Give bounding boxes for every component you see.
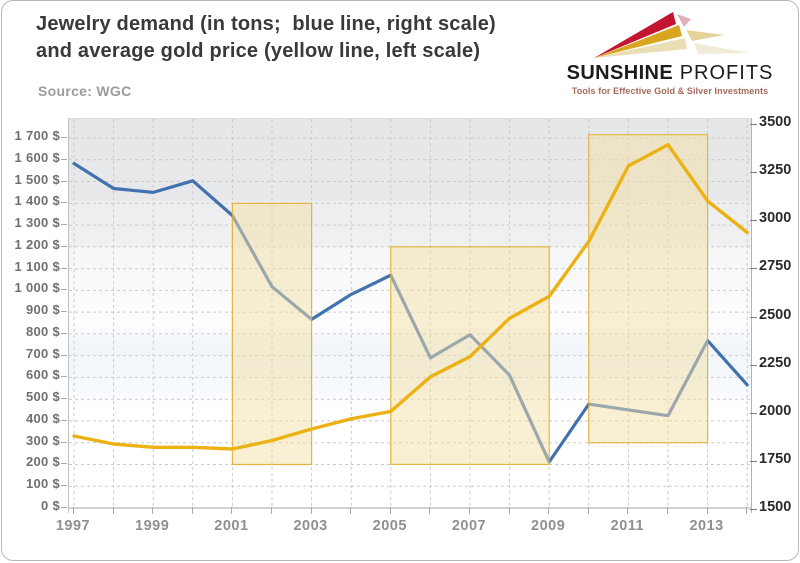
left-axis-tick	[61, 289, 67, 291]
x-axis-tick	[667, 507, 668, 514]
left-axis-tick	[61, 180, 67, 182]
x-axis-tick	[152, 507, 154, 514]
left-axis-tick	[61, 224, 67, 226]
x-axis-tick	[429, 507, 431, 514]
x-axis-tick-label: 1999	[135, 518, 170, 534]
sunshine-profits-logo: SUNSHINE PROFITS Tools for Effective Gol…	[560, 4, 780, 104]
right-axis-tick-label: 1500	[759, 499, 792, 515]
right-axis-tick	[750, 460, 757, 462]
left-axis-tick	[61, 311, 67, 313]
brand-profits: PROFITS	[673, 62, 774, 84]
right-axis-tick	[750, 316, 757, 318]
left-axis-tick-label: 300 $	[25, 432, 60, 448]
left-axis-tick	[61, 463, 67, 465]
left-axis-tick	[61, 158, 67, 160]
left-axis-tick	[61, 354, 67, 356]
right-axis-tick-label: 3250	[759, 162, 792, 179]
highlight-band	[231, 202, 313, 466]
x-axis-tick	[548, 507, 550, 514]
left-axis-tick-label: 1 100 $	[14, 258, 60, 274]
x-axis-tick-label: 2007	[451, 518, 487, 534]
left-axis-tick-label: 100 $	[25, 476, 60, 492]
right-axis-tick-label: 2500	[759, 306, 792, 323]
left-axis-tick	[61, 245, 67, 247]
left-axis-tick-label: 600 $	[25, 367, 60, 383]
x-axis-tick-label: 2005	[372, 518, 407, 534]
right-axis-tick	[750, 509, 757, 510]
left-axis-tick	[61, 202, 67, 204]
left-axis-tick-label: 700 $	[25, 345, 60, 361]
title-line-1: Jewelry demand (in tons; blue line, righ…	[36, 13, 496, 35]
right-axis-tick	[750, 220, 757, 222]
x-axis-tick	[73, 507, 74, 514]
left-axis-tick	[61, 376, 67, 378]
left-axis-tick-label: 1 500 $	[14, 171, 60, 187]
x-axis-tick-label: 2001	[214, 518, 249, 534]
left-axis-tick	[61, 419, 67, 421]
left-axis-tick-label: 400 $	[25, 410, 60, 426]
left-axis-tick-label: 900 $	[25, 302, 60, 318]
x-axis-tick	[587, 507, 589, 514]
left-axis-tick	[61, 441, 67, 443]
x-axis-tick	[310, 507, 312, 514]
x-axis-tick	[112, 507, 114, 514]
x-axis-tick	[231, 507, 233, 514]
brand-name: SUNSHINE PROFITS	[560, 62, 780, 85]
gold-price-line	[72, 143, 749, 451]
x-axis-tick	[627, 507, 629, 514]
plot-svg	[69, 119, 751, 509]
x-axis-tick	[469, 507, 470, 514]
right-axis-tick-label: 2250	[759, 354, 792, 371]
x-axis-tick-label: 2011	[610, 518, 645, 534]
left-axis-tick-label: 500 $	[25, 389, 60, 405]
plot-area	[68, 118, 752, 513]
page-title: Jewelry demand (in tons; blue line, righ…	[36, 11, 496, 65]
x-axis-tick	[746, 507, 748, 514]
x-axis-tick	[706, 507, 708, 514]
source-note: Source: WGC	[38, 83, 132, 99]
title-line-2: and average gold price (yellow line, lef…	[36, 40, 481, 62]
logo-arrow-icon	[594, 12, 750, 58]
brand-sunshine: SUNSHINE	[566, 62, 674, 84]
right-axis-tick-label: 3500	[759, 114, 792, 130]
left-axis-tick-label: 1 700 $	[14, 128, 60, 143]
x-axis-tick	[191, 507, 193, 514]
left-axis-tick-label: 1 000 $	[14, 280, 60, 296]
left-axis-tick-label: 1 200 $	[14, 236, 60, 252]
left-axis-tick	[61, 137, 67, 138]
left-axis-tick-label: 0 $	[41, 498, 60, 513]
right-axis-tick	[750, 268, 757, 270]
left-axis-tick-label: 1 300 $	[14, 215, 60, 231]
right-axis-tick	[750, 172, 757, 174]
x-axis-tick-label: 2009	[531, 518, 566, 534]
highlight-band	[588, 134, 709, 444]
x-axis-tick-label: 1997	[55, 518, 91, 534]
right-axis-tick-label: 3000	[759, 210, 792, 227]
x-axis-tick	[508, 507, 510, 514]
left-axis-tick	[61, 398, 67, 400]
x-axis-tick-label: 2003	[293, 518, 328, 534]
x-axis-tick	[389, 507, 391, 514]
x-axis-tick	[271, 507, 272, 514]
right-axis-tick-label: 2750	[759, 258, 792, 275]
left-axis-tick-label: 1 600 $	[14, 149, 60, 165]
left-axis-tick-label: 1 400 $	[14, 193, 60, 209]
right-axis-tick	[750, 364, 757, 366]
right-axis-tick-label: 1750	[759, 450, 792, 467]
right-axis-tick	[750, 124, 757, 125]
left-axis-tick	[61, 332, 67, 334]
left-axis-tick-label: 200 $	[25, 454, 60, 470]
brand-tagline: Tools for Effective Gold & Silver Invest…	[571, 86, 769, 96]
x-axis-tick-label: 2013	[689, 518, 724, 534]
left-axis-tick-label: 800 $	[25, 323, 60, 339]
right-axis-tick	[750, 412, 757, 414]
right-axis-tick-label: 2000	[759, 402, 792, 419]
left-axis-tick	[61, 485, 67, 487]
x-axis-tick	[350, 507, 352, 514]
left-axis-tick	[61, 267, 67, 269]
left-axis-tick	[61, 507, 67, 508]
